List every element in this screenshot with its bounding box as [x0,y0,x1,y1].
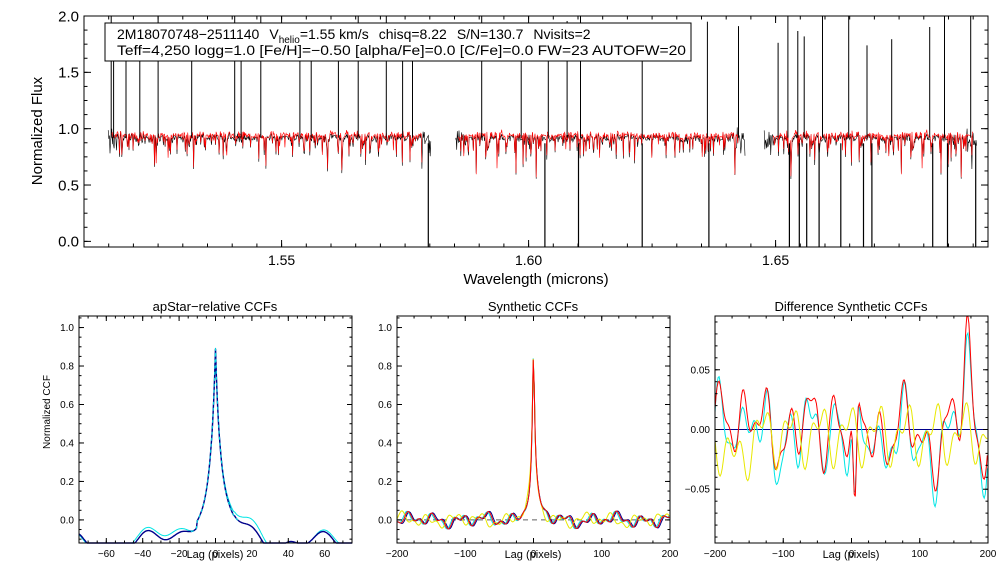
difference-line-red [714,315,988,497]
x-tick-label: 200 [662,549,679,560]
y-tick-label: 0.2 [60,477,74,488]
apstar-ccf-title: apStar−relative CCFs [153,299,278,314]
y-tick-label: 0.5 [58,177,79,194]
difference-line-cyan [714,331,988,509]
x-tick-label: 0 [531,549,537,560]
spectrum-y-axis-label: Normalized Flux [29,76,46,185]
difference-ccf-title: Difference Synthetic CCFs [775,299,928,314]
y-tick-label: 1.0 [378,323,392,334]
y-tick-label: −0.05 [685,485,711,496]
x-tick-label: 1.55 [268,252,295,268]
apstar-ccf-data [78,347,352,544]
model-spectrum-segment [458,129,739,178]
x-tick-label: −200 [704,549,727,560]
y-tick-label: 0.2 [378,477,392,488]
x-tick-label: 0 [849,549,855,560]
difference-ccf-data [714,315,988,509]
x-tick-label: −60 [98,549,115,560]
snr-value: S/N=130.7 [457,26,524,42]
y-tick-label: 0.8 [60,362,74,373]
model-spectrum-segment [772,129,974,178]
nvisits-value: Nvisits=2 [533,26,590,42]
spectrum-ticks: 1.55 1.60 1.65 0.0 0.5 1.0 1.5 2.0 [58,8,988,268]
y-tick-label: 1.5 [58,65,79,82]
synthetic-ccf-panel: −200 −100 0 100 200 0.0 0.2 0.4 0.6 0.8 1.0 Synthe… [378,299,679,561]
y-tick-label: 1.0 [58,121,79,138]
stellar-parameters-line: Teff=4,250 logg=1.0 [Fe/H]=−0.50 [alpha/… [117,42,686,58]
spectrum-x-axis-label: Wavelength (microns) [463,271,608,288]
observed-spectrum-segment [107,128,432,174]
difference-line-yellow [714,402,988,482]
apstar-ccf-panel: −60 −40 −20 0 20 40 60 0.0 0.2 0.4 0.6 0.8 1.0 apSta… [42,299,353,561]
x-tick-label: 100 [593,549,610,560]
y-tick-label: 0.0 [378,515,392,526]
info-box-frame [104,22,692,62]
synthetic-ccf-title: Synthetic CCFs [488,299,579,314]
difference-ccf-ticks: −200 −100 0 100 200 −0.05 0.00 0.05 [685,316,997,560]
apstar-ccf-ticks: −60 −40 −20 0 20 40 60 0.0 0.2 0.4 0.6 0.8 1.0 [60,316,353,560]
spectrum-info-box: 2M18070748−2511140 Vhelio=1.55 km/s chisq=… [104,22,692,62]
apstar-ccf-peak-dashed [190,348,241,532]
y-tick-label: 0.4 [60,438,74,449]
synthetic-ccf-x-axis-label: Lag (pixels) [505,549,562,561]
vhelio-label: V [269,26,279,42]
y-tick-label: 0.0 [58,234,79,251]
y-tick-label: 0.00 [691,425,711,436]
synthetic-ccf-line-red [396,359,670,530]
y-tick-label: 1.0 [60,323,74,334]
x-tick-label: 0 [213,549,219,560]
y-tick-label: 0.6 [60,400,74,411]
star-id: 2M18070748−2511140 [117,26,260,42]
y-tick-label: 0.05 [691,365,711,376]
y-tick-label: 0.0 [60,515,74,526]
x-tick-label: −20 [171,549,188,560]
apstar-ccf-y-axis-label: Normalized CCF [42,375,53,449]
vhelio-subscript: helio [279,35,301,46]
x-tick-label: 40 [283,549,295,560]
difference-ccf-x-axis-label: Lag (pixels) [823,549,880,561]
x-tick-label: −200 [386,549,409,560]
x-tick-label: −40 [134,549,151,560]
x-tick-label: 1.60 [515,252,542,268]
x-tick-label: 20 [246,549,258,560]
x-tick-label: −100 [772,549,795,560]
apstar-ccf-line-navy [78,348,352,544]
apstar-ccf-x-axis-label: Lag (pixels) [187,549,244,561]
difference-ccf-panel: −200 −100 0 100 200 −0.05 0.00 0.05 Difference … [685,299,997,561]
y-tick-label: 0.8 [378,362,392,373]
y-tick-label: 2.0 [58,8,79,25]
vhelio-value: =1.55 km/s [300,26,369,42]
x-tick-label: 1.65 [762,252,789,268]
synthetic-ccf-data [396,358,670,530]
spectrum-plot-frame [83,15,989,248]
model-spectrum-segment [110,129,423,171]
info-line-1: 2M18070748−2511140 Vhelio=1.55 km/s chisq=… [117,26,591,46]
x-tick-label: 100 [911,549,928,560]
x-tick-label: 200 [980,549,997,560]
synthetic-ccf-ticks: −200 −100 0 100 200 0.0 0.2 0.4 0.6 0.8 1.0 [378,316,679,560]
chisq-value: chisq=8.22 [379,26,447,42]
spectrum-panel: 1.55 1.60 1.65 0.0 0.5 1.0 1.5 2.0 Wavelength (… [29,8,989,288]
synthetic-ccf-line-yellow [396,358,670,529]
x-tick-label: 60 [319,549,331,560]
apstar-ccf-line-cyan [78,347,352,544]
x-tick-label: −100 [454,549,477,560]
y-tick-label: 0.6 [378,400,392,411]
synthetic-ccf-plot-frame [396,315,671,544]
y-tick-label: 0.4 [378,438,392,449]
